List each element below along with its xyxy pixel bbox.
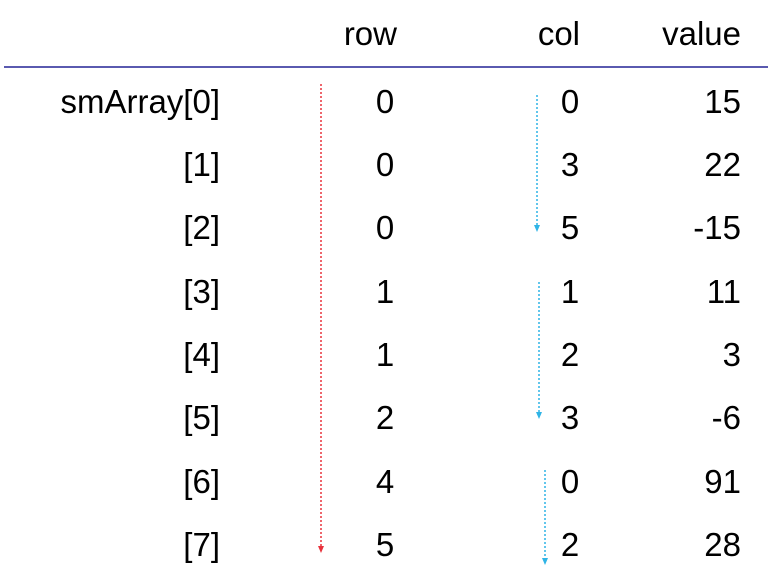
value-cell: -15 [693,209,741,246]
index-label: [7] [183,526,220,563]
col-order-arrow-icon [534,95,540,232]
index-label: [2] [183,209,220,246]
row-cell: 0 [375,209,395,246]
index-label: [4] [183,336,220,373]
col-cell: 3 [560,399,580,436]
value-cell: 22 [704,146,741,183]
header-value: value [662,15,741,52]
col-cell: 2 [560,526,580,563]
index-label: [5] [183,399,220,436]
col-cell: 2 [560,336,580,373]
header-divider [4,66,768,68]
row-cell: 5 [375,526,395,563]
row-cell: 2 [375,399,395,436]
header-col: col [537,15,580,52]
col-cell: 3 [560,146,580,183]
row-cell: 0 [375,83,395,120]
row-cell: 0 [375,146,395,183]
col-cell: 0 [560,83,580,120]
value-cell: -6 [711,399,741,436]
header-row: row [343,15,397,52]
col-order-arrow-icon [542,470,548,565]
value-cell: 11 [706,273,741,310]
col-cell: 5 [560,209,580,246]
index-label: smArray[0] [60,83,220,120]
row-cell: 1 [375,273,395,310]
index-label: [6] [183,463,220,500]
col-cell: 0 [560,463,580,500]
row-cell: 1 [375,336,395,373]
value-cell: 28 [704,526,741,563]
value-cell: 91 [704,463,741,500]
col-cell: 1 [560,273,580,310]
col-order-arrow-icon [536,282,542,419]
row-order-arrow-icon [318,84,324,553]
index-label: [3] [183,273,220,310]
row-cell: 4 [375,463,395,500]
index-label: [1] [183,146,220,183]
value-cell: 3 [722,336,741,373]
value-cell: 15 [704,83,741,120]
